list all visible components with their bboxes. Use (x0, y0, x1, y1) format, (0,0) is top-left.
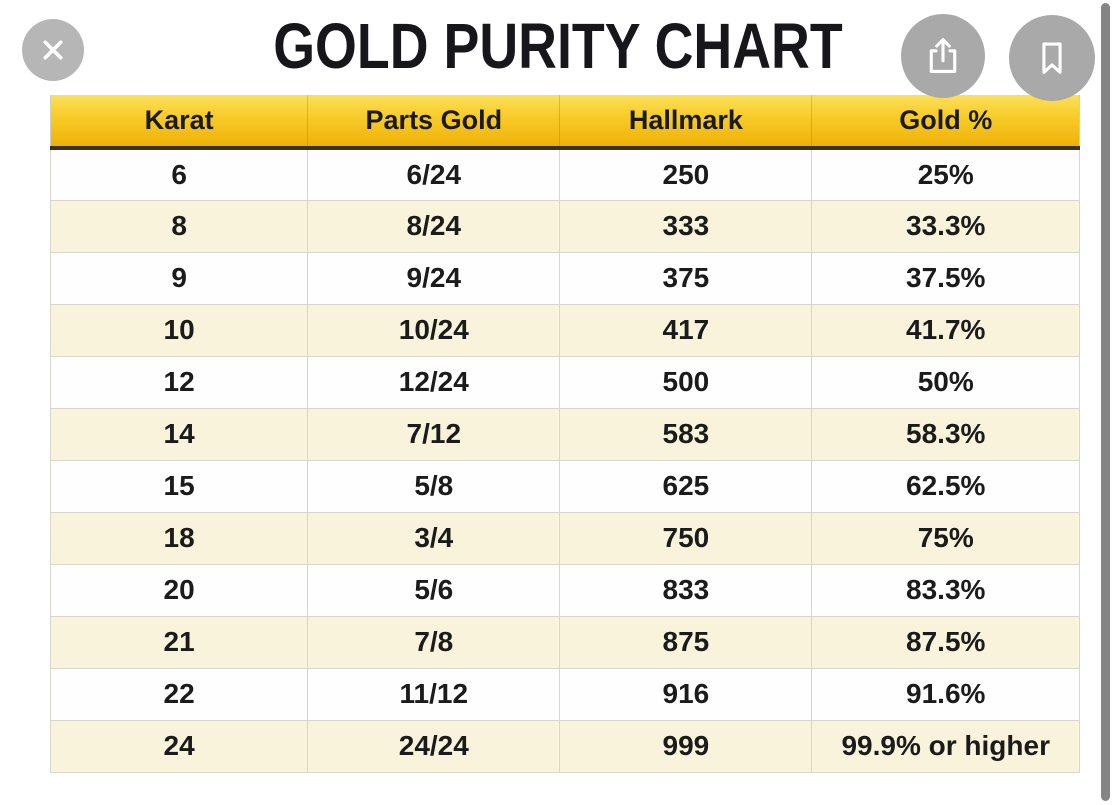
table-cell: 91.6% (811, 667, 1080, 721)
table-cell: 58.3% (811, 407, 1080, 461)
share-icon (921, 34, 965, 78)
table-cell: 62.5% (811, 459, 1080, 513)
table-cell: 250 (559, 147, 813, 201)
table-cell: 87.5% (811, 615, 1080, 669)
scrollbar[interactable] (1099, 0, 1113, 805)
table-row: 22 11/12 916 91.6% (49, 667, 1080, 721)
table-cell: 33.3% (811, 199, 1080, 253)
table-cell: 11/12 (307, 667, 561, 721)
table-row: 20 5/6 833 83.3% (49, 563, 1080, 617)
table-cell: 6 (49, 147, 309, 201)
table-cell: 5/8 (307, 459, 561, 513)
gold-purity-table: Karat Parts Gold Hallmark Gold % 6 6/24 250 25… (49, 95, 1080, 773)
table-cell: 37.5% (811, 251, 1080, 305)
table-cell: 8/24 (307, 199, 561, 253)
table-cell: 6/24 (307, 147, 561, 201)
table-cell: 20 (49, 563, 309, 617)
table-cell: 75% (811, 511, 1080, 565)
table-cell: 9 (49, 251, 309, 305)
page-title: GOLD PURITY CHART (272, 10, 843, 82)
table-cell: 99.9% or higher (811, 719, 1080, 773)
table-cell: 333 (559, 199, 813, 253)
table-cell: 5/6 (307, 563, 561, 617)
bookmark-icon (1030, 36, 1074, 80)
header-cell: Gold % (811, 95, 1080, 150)
header-cell: Hallmark (559, 95, 813, 150)
table-cell: 10/24 (307, 303, 561, 357)
close-icon (37, 34, 69, 66)
share-button[interactable] (901, 14, 985, 98)
table-cell: 7/8 (307, 615, 561, 669)
table-cell: 999 (559, 719, 813, 773)
header-cell: Karat (49, 95, 309, 150)
table-cell: 18 (49, 511, 309, 565)
table-cell: 25% (811, 147, 1080, 201)
table-body: 6 6/24 250 25% 8 8/24 333 33.3% 9 9/24 375 37.5% 10 1… (49, 147, 1080, 773)
table-row: 6 6/24 250 25% (49, 147, 1080, 201)
table-row: 21 7/8 875 87.5% (49, 615, 1080, 669)
table-cell: 12/24 (307, 355, 561, 409)
table-row: 8 8/24 333 33.3% (49, 199, 1080, 253)
table-cell: 875 (559, 615, 813, 669)
table-cell: 7/12 (307, 407, 561, 461)
table-cell: 750 (559, 511, 813, 565)
bookmark-button[interactable] (1009, 15, 1095, 101)
table-header-row: Karat Parts Gold Hallmark Gold % (49, 95, 1080, 150)
table-cell: 500 (559, 355, 813, 409)
table-row: 14 7/12 583 58.3% (49, 407, 1080, 461)
scrollbar-thumb[interactable] (1101, 3, 1110, 801)
table-row: 18 3/4 750 75% (49, 511, 1080, 565)
table-cell: 24 (49, 719, 309, 773)
table-cell: 8 (49, 199, 309, 253)
header-cell: Parts Gold (307, 95, 561, 150)
table-cell: 375 (559, 251, 813, 305)
table-cell: 15 (49, 459, 309, 513)
table-cell: 12 (49, 355, 309, 409)
table-cell: 3/4 (307, 511, 561, 565)
close-button[interactable] (22, 19, 84, 81)
table-cell: 24/24 (307, 719, 561, 773)
table-cell: 50% (811, 355, 1080, 409)
table-cell: 21 (49, 615, 309, 669)
table-cell: 625 (559, 459, 813, 513)
table-row: 15 5/8 625 62.5% (49, 459, 1080, 513)
table-cell: 83.3% (811, 563, 1080, 617)
table-cell: 833 (559, 563, 813, 617)
table-cell: 10 (49, 303, 309, 357)
table-cell: 583 (559, 407, 813, 461)
table-cell: 9/24 (307, 251, 561, 305)
table-row: 12 12/24 500 50% (49, 355, 1080, 409)
table-cell: 41.7% (811, 303, 1080, 357)
table-row: 24 24/24 999 99.9% or higher (49, 719, 1080, 773)
table-cell: 14 (49, 407, 309, 461)
table-row: 9 9/24 375 37.5% (49, 251, 1080, 305)
table-cell: 916 (559, 667, 813, 721)
table-cell: 417 (559, 303, 813, 357)
table-row: 10 10/24 417 41.7% (49, 303, 1080, 357)
table-cell: 22 (49, 667, 309, 721)
